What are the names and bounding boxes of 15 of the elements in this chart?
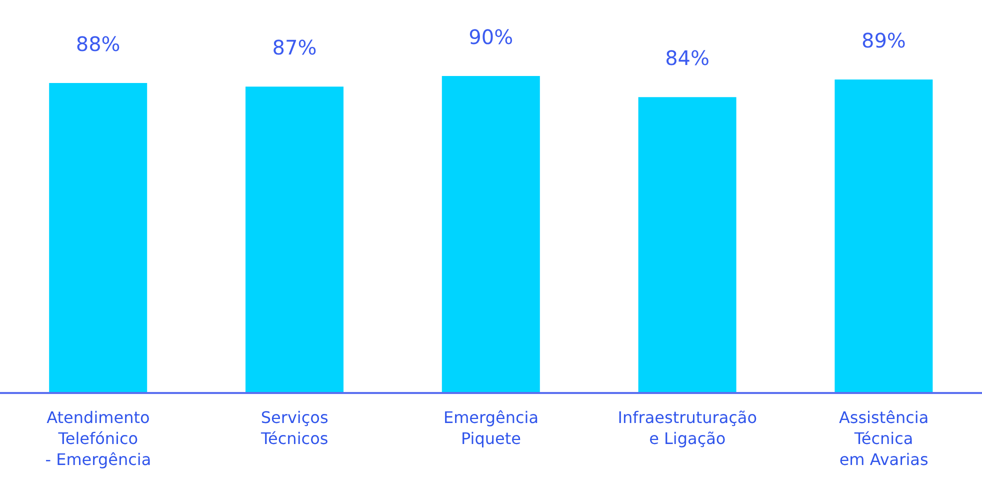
data-label: 90% bbox=[468, 25, 514, 49]
bar bbox=[834, 80, 933, 393]
x-tick-label: Serviços Técnicos bbox=[260, 408, 328, 448]
x-tick-label: Emergência Piquete bbox=[443, 408, 539, 448]
data-label: 88% bbox=[76, 32, 120, 56]
bar bbox=[49, 83, 148, 393]
data-label: 89% bbox=[861, 28, 906, 53]
data-label: 87% bbox=[272, 36, 317, 60]
x-tick-label: Assistência Técnica em Avarias bbox=[838, 408, 929, 469]
bar bbox=[638, 97, 736, 393]
x-tick-label: Infraestruturação e Ligação bbox=[618, 408, 758, 448]
bar bbox=[442, 76, 540, 393]
bar bbox=[246, 86, 344, 393]
x-tick-label: Atendimento Telefónico - Emergência bbox=[45, 408, 152, 469]
data-label: 84% bbox=[665, 46, 710, 70]
